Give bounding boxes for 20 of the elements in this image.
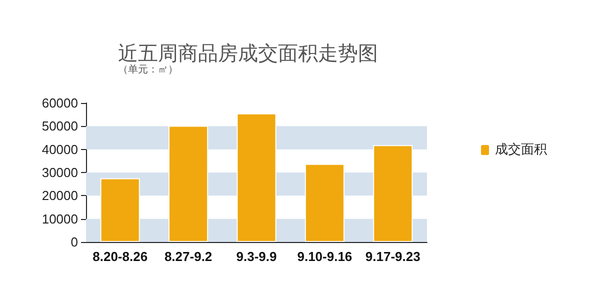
bar xyxy=(236,113,276,242)
y-tick-label: 30000 xyxy=(42,165,78,180)
bar xyxy=(304,164,344,242)
y-tick-label: 50000 xyxy=(42,118,78,134)
x-tick-label: 9.10-9.16 xyxy=(297,249,352,264)
x-tick-label: 9.17-9.23 xyxy=(365,249,420,264)
y-tick-label: 60000 xyxy=(42,96,78,110)
bar xyxy=(168,126,208,242)
bar xyxy=(100,178,140,242)
y-tick-label: 40000 xyxy=(42,142,78,157)
legend-label: 成交面积 xyxy=(495,142,547,158)
chart-title: 近五周商品房成交面积走势图 xyxy=(118,41,378,65)
y-tick-label: 20000 xyxy=(42,188,78,204)
x-tick-label: 8.20-8.26 xyxy=(92,249,148,264)
x-tick-label: 8.27-9.2 xyxy=(164,249,212,264)
x-tick-label: 9.3-9.9 xyxy=(236,249,277,264)
bar xyxy=(373,145,413,242)
chart-subtitle: （单元：㎡） xyxy=(118,64,178,76)
y-tick-label: 0 xyxy=(70,234,78,250)
y-tick-label: 10000 xyxy=(42,211,78,226)
